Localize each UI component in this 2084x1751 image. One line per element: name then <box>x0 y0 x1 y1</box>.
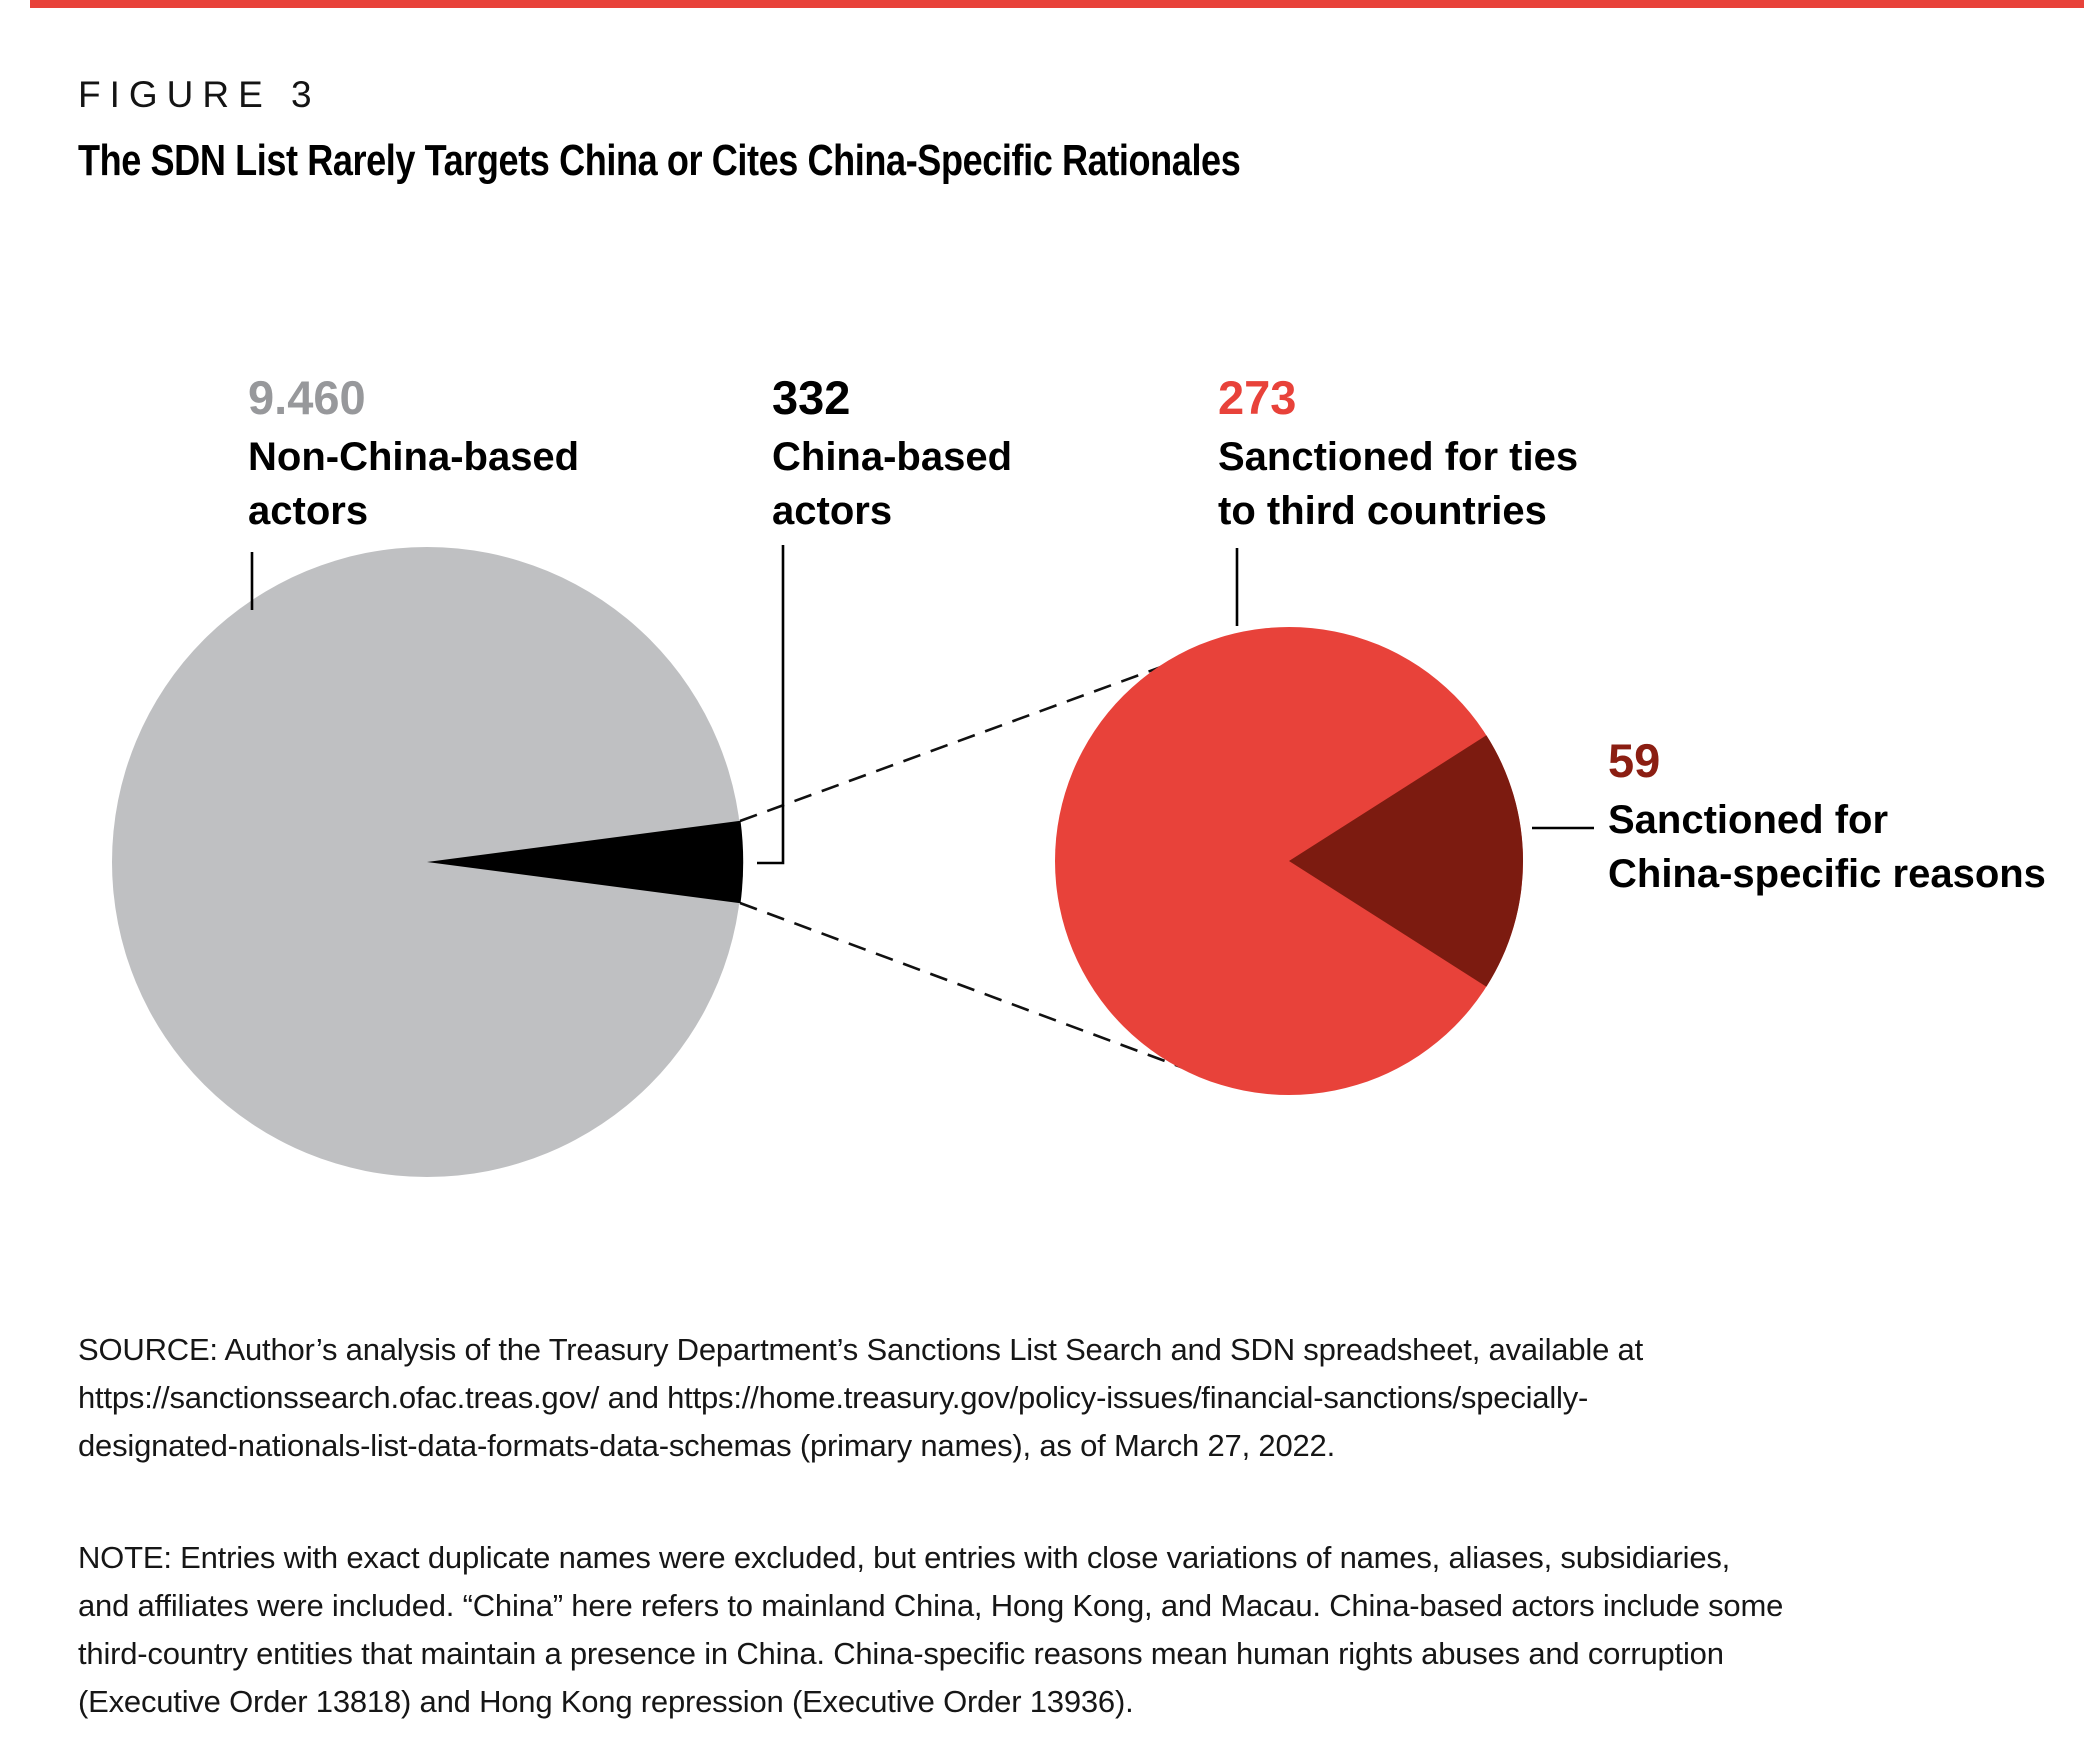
leader-china-based <box>757 545 785 865</box>
note-line: NOTE: Entries with exact duplicate names… <box>78 1540 1731 1575</box>
annotation-third-country-line1: Sanctioned for ties <box>1218 435 1579 479</box>
annotation-non-china-line1: Non-China-based <box>248 435 580 479</box>
annotation-non-china: 9.460 Non-China-based actors <box>248 372 579 538</box>
annotation-third-country-line2: to third countries <box>1218 489 1547 533</box>
pie-china-based-slice <box>427 820 744 904</box>
annotation-third-country-value: 273 <box>1218 371 1297 424</box>
annotation-china-specific-line2: China-specific reasons <box>1608 852 2046 896</box>
note-line: third-country entities that maintain a p… <box>78 1636 1724 1671</box>
source-line: https://sanctionssearch.ofac.treas.gov/ … <box>78 1380 1589 1415</box>
annotation-china-based-value: 332 <box>772 371 851 424</box>
note-line: and affiliates were included. “China” he… <box>78 1588 1784 1623</box>
annotation-china-specific: 59 Sanctioned for China-specific reasons <box>1608 735 2046 901</box>
explosion-dashed-line-bottom <box>739 901 1217 1082</box>
source-line: SOURCE: Author’s analysis of the Treasur… <box>78 1332 1643 1367</box>
annotation-third-country: 273 Sanctioned for ties to third countri… <box>1218 372 1578 538</box>
annotation-non-china-line2: actors <box>248 489 369 533</box>
pie-china-specific-slice <box>1289 735 1524 987</box>
note-line: (Executive Order 13818) and Hong Kong re… <box>78 1684 1134 1719</box>
source-paragraph: SOURCE: Author’s analysis of the Treasur… <box>78 1326 1643 1470</box>
annotation-china-specific-value: 59 <box>1608 734 1661 787</box>
figure-label: FIGURE 3 <box>78 74 321 115</box>
annotation-china-specific-line1: Sanctioned for <box>1608 798 1889 842</box>
annotation-china-based-line2: actors <box>772 489 893 533</box>
note-paragraph: NOTE: Entries with exact duplicate names… <box>78 1534 1783 1726</box>
explosion-dashed-line-top <box>739 646 1214 823</box>
annotation-china-based-line1: China-based <box>772 435 1013 479</box>
annotation-china-based: 332 China-based actors <box>772 372 1012 538</box>
top-accent-bar <box>30 0 2084 8</box>
annotation-non-china-value: 9.460 <box>248 371 366 424</box>
page-title: The SDN List Rarely Targets China or Cit… <box>78 136 1241 185</box>
source-line: designated-nationals-list-data-formats-d… <box>78 1428 1335 1463</box>
